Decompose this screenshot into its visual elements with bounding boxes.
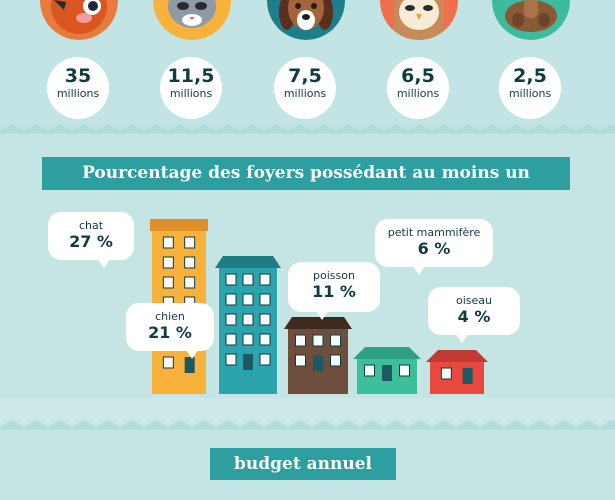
building-window — [242, 273, 254, 286]
building-window — [225, 353, 237, 366]
pet-count-cat: 11,5 millions — [160, 57, 222, 119]
building-window — [399, 364, 410, 377]
pet-count-dog: 7,5 millions — [274, 57, 336, 119]
count-unit: millions — [283, 87, 327, 100]
building-window — [259, 313, 271, 326]
bubble-chat: chat 27 % — [48, 212, 134, 268]
pet-count-hamster: 2,5 millions — [499, 57, 561, 119]
zigzag-divider — [0, 124, 615, 134]
count-number: 11,5 — [167, 65, 215, 87]
building-window — [225, 273, 237, 286]
value-label: 27 % — [69, 232, 113, 251]
building-oiseau — [426, 350, 488, 394]
building-window — [440, 367, 452, 380]
building-window — [242, 313, 254, 326]
building-window — [184, 276, 196, 289]
bubble-poisson: poisson 11 % — [288, 262, 380, 320]
building-poisson — [284, 317, 352, 394]
count-unit: millions — [169, 87, 213, 100]
building-window — [225, 313, 237, 326]
zigzag-divider-bottom — [0, 420, 615, 430]
building-body — [430, 360, 484, 394]
category-label: oiseau — [456, 294, 492, 307]
building-roof — [215, 256, 281, 268]
category-label: petit mammifère — [387, 226, 481, 239]
building-door — [313, 355, 323, 371]
category-label: chien — [155, 310, 185, 323]
value-label: 21 % — [148, 323, 192, 342]
building-window — [259, 333, 271, 346]
footer-title: budget annuel — [210, 448, 396, 480]
bubble-chien: chien 21 % — [126, 303, 214, 359]
building-petit-mammifere — [353, 347, 421, 394]
pet-count-owl: 6,5 millions — [387, 57, 449, 119]
building-window — [162, 256, 174, 269]
building-window — [259, 293, 271, 306]
building-window — [162, 356, 174, 369]
building-door — [243, 354, 253, 370]
building-window — [330, 354, 341, 367]
building-window — [184, 256, 196, 269]
bubble-petit-mammifere: petit mammifère 6 % — [375, 219, 493, 275]
building-window — [242, 293, 254, 306]
building-window — [259, 353, 271, 366]
bubble-oiseau: oiseau 4 % — [428, 287, 520, 343]
building-window — [295, 334, 306, 347]
building-window — [330, 334, 341, 347]
building-chien — [215, 256, 281, 394]
building-door — [382, 365, 392, 381]
building-window — [295, 354, 306, 367]
building-window — [184, 236, 196, 249]
hamster-icon — [492, 0, 570, 40]
building-window — [259, 273, 271, 286]
count-unit: millions — [56, 87, 100, 100]
building-window — [162, 236, 174, 249]
bird-icon — [40, 0, 118, 40]
building-window — [225, 333, 237, 346]
building-roof — [353, 347, 421, 359]
building-door — [184, 357, 195, 373]
dog-icon — [267, 0, 345, 40]
building-window — [364, 364, 375, 377]
building-roof — [426, 350, 488, 362]
building-window — [225, 293, 237, 306]
count-unit: millions — [508, 87, 552, 100]
building-window — [162, 276, 174, 289]
category-label: chat — [78, 219, 104, 232]
value-label: 6 % — [417, 239, 451, 258]
count-number: 35 — [64, 65, 92, 87]
owl-icon — [380, 0, 458, 40]
building-door — [462, 368, 473, 384]
count-number: 2,5 — [513, 65, 547, 87]
count-number: 7,5 — [288, 65, 322, 87]
count-number: 6,5 — [401, 65, 435, 87]
category-label: poisson — [313, 269, 355, 282]
cat-icon — [153, 0, 231, 40]
section-title: Pourcentage des foyers possédant au moin… — [42, 157, 570, 190]
building-roof — [284, 317, 352, 329]
value-label: 11 % — [312, 282, 356, 301]
building-body — [219, 266, 277, 394]
value-label: 4 % — [457, 307, 491, 326]
pet-count-bird: 35 millions — [47, 57, 109, 119]
count-unit: millions — [396, 87, 440, 100]
building-window — [312, 334, 324, 347]
building-roof — [150, 219, 208, 231]
building-window — [242, 333, 254, 346]
